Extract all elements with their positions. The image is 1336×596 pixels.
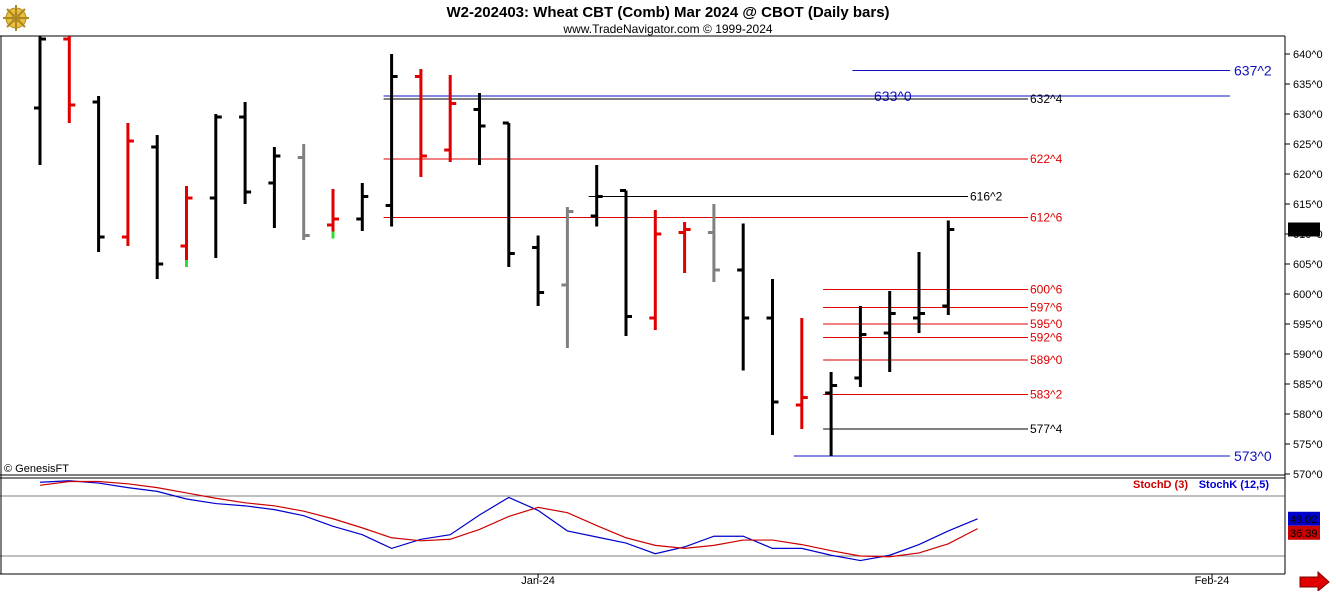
- price-tick-label: 580^0: [1293, 409, 1323, 421]
- price-tick-label: 595^0: [1293, 319, 1323, 331]
- last-price-label: 610^6: [1290, 225, 1320, 237]
- ohlc-bar: [63, 36, 76, 123]
- price-tick-label: 605^0: [1293, 259, 1323, 271]
- ohlc-bar: [561, 207, 574, 348]
- ohlc-bar: [649, 210, 662, 330]
- level-label: 633^0: [874, 88, 912, 104]
- price-axis: 640^0635^0630^0625^0620^0615^0610^0605^0…: [1285, 49, 1323, 481]
- ohlc-bar: [239, 102, 252, 204]
- level-label: 583^2: [1030, 388, 1063, 402]
- ohlc-bar: [414, 69, 427, 177]
- ohlc-bar: [297, 144, 310, 240]
- ohlc-bar: [942, 220, 955, 315]
- level-label: 622^4: [1030, 152, 1063, 166]
- ohlc-bar: [678, 222, 691, 273]
- legend-stochd: StochD (3): [1133, 479, 1188, 491]
- price-tick-label: 590^0: [1293, 349, 1323, 361]
- ohlc-bar: [121, 123, 134, 246]
- ohlc-bar: [151, 135, 164, 279]
- ohlc-bar: [707, 204, 720, 282]
- ohlc-bar: [268, 147, 281, 228]
- level-label: 632^4: [1030, 92, 1063, 106]
- price-tick-label: 625^0: [1293, 139, 1323, 151]
- price-tick-label: 635^0: [1293, 79, 1323, 91]
- level-label: 616^2: [970, 190, 1003, 204]
- stochk-value-label: 49.02: [1290, 514, 1318, 526]
- price-tick-label: 570^0: [1293, 469, 1323, 481]
- stochk-line: [39, 480, 978, 562]
- legend-stochk: StochK (12,5): [1199, 479, 1270, 491]
- ship-wheel-logo-icon[interactable]: [3, 5, 29, 31]
- date-tick-label: Feb-24: [1195, 575, 1230, 587]
- chart-subtitle: www.TradeNavigator.com © 1999-2024: [562, 22, 772, 36]
- level-label: 589^0: [1030, 353, 1063, 367]
- ohlc-bar: [34, 36, 46, 165]
- stochd-value-box: [1288, 525, 1320, 540]
- ohlc-bar: [620, 189, 632, 336]
- price-bars: [34, 36, 955, 456]
- level-label: 597^6: [1030, 301, 1063, 315]
- red-right-arrow-icon[interactable]: [1299, 570, 1330, 593]
- stochastic-panel: StochD (3) StochK (12,5) 49.02 36.39: [0, 479, 1320, 562]
- ohlc-bar: [883, 291, 896, 372]
- ohlc-bar: [854, 306, 867, 387]
- ohlc-bar: [209, 114, 222, 258]
- price-tick-label: 600^0: [1293, 289, 1323, 301]
- ohlc-bar: [92, 96, 105, 252]
- ohlc-bar: [385, 54, 398, 227]
- ohlc-bar: [444, 75, 457, 162]
- stochk-value-box: [1288, 511, 1320, 526]
- date-axis: Jan-24 Feb-24: [521, 574, 1229, 587]
- level-label: 637^2: [1234, 63, 1272, 79]
- price-tick-label: 640^0: [1293, 49, 1323, 61]
- price-tick-label: 585^0: [1293, 379, 1323, 391]
- price-tick-label: 575^0: [1293, 439, 1323, 451]
- level-label: 592^6: [1030, 331, 1063, 345]
- price-levels: 637^2 633^0 632^4 622^4 616^2 612^6 600^6 597^6…: [383, 63, 1272, 464]
- ohlc-bar: [473, 93, 486, 165]
- ohlc-bar: [737, 223, 750, 371]
- ohlc-bar: [502, 121, 515, 267]
- ohlc-bar: [825, 372, 838, 456]
- level-label: 573^0: [1234, 448, 1272, 464]
- ohlc-bar: [327, 189, 339, 239]
- level-label: 600^6: [1030, 283, 1063, 297]
- ohlc-bar: [180, 186, 193, 267]
- ohlc-bar: [356, 183, 369, 231]
- price-tick-label: 615^0: [1293, 199, 1323, 211]
- genesis-watermark: © GenesisFT: [4, 463, 69, 475]
- ohlc-bar: [795, 318, 808, 429]
- ohlc-bar: [913, 252, 925, 333]
- stochd-line: [39, 480, 978, 558]
- price-tick-label: 620^0: [1293, 169, 1323, 181]
- level-label: 577^4: [1030, 422, 1063, 436]
- price-tick-label: 630^0: [1293, 109, 1323, 121]
- stochd-value-label: 36.39: [1290, 528, 1318, 540]
- chart-title: W2-202403: Wheat CBT (Comb) Mar 2024 @ C…: [446, 4, 889, 21]
- level-label: 595^0: [1030, 317, 1063, 331]
- date-tick-label: Jan-24: [521, 575, 555, 587]
- ohlc-bar: [590, 165, 603, 227]
- level-label: 612^6: [1030, 211, 1063, 225]
- last-price-box: [1288, 222, 1320, 237]
- ohlc-bar: [766, 279, 779, 435]
- ohlc-bar: [532, 235, 545, 306]
